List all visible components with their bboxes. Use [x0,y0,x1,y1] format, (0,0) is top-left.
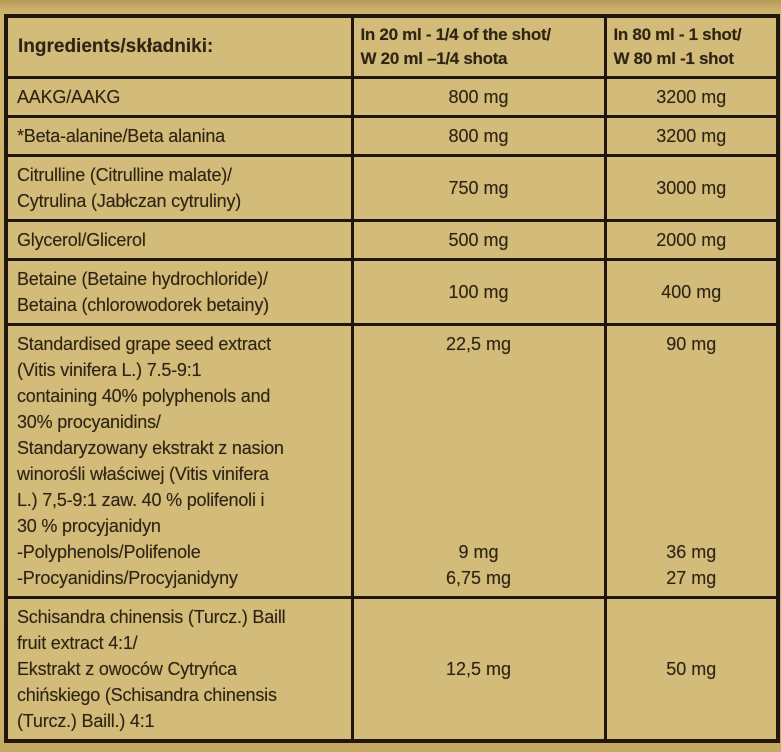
value-cell: 750 mg [350,154,607,222]
ingredients-table: Ingredients/składniki: In 20 ml - 1/4 of… [4,14,780,743]
value-cell: 400 mg [603,258,780,326]
ingredient-line: Betaine (Betaine hydrochloride)/ [17,269,268,289]
ingredient-cell: Betaine (Betaine hydrochloride)/ Betaina … [4,258,354,326]
ingredient-line: chińskiego (Schisandra chinensis [17,685,277,705]
table-row: AAKG/AAKG 800 mg 3200 mg [4,76,780,118]
value-cell: 12,5 mg [350,596,607,743]
ingredient-cell: AAKG/AAKG [4,76,354,118]
ingredient-line: Standardised grape seed extract [17,334,271,354]
header-line: W 80 ml -1 shot [613,49,734,68]
ingredient-line: Ekstrakt z owoców Cytryńca [17,659,237,679]
ingredient-line: (Vitis vinifera L.) 7.5-9:1 [17,360,202,380]
value-sub-group: 36 mg 27 mg [607,539,777,591]
ingredient-cell: Standardised grape seed extract (Vitis vi… [4,323,354,599]
ingredient-cell: Glycerol/Glicerol [4,219,354,261]
value-sub: 9 mg [458,542,499,562]
value-sub-group: 9 mg 6,75 mg [354,539,604,591]
table-row: Standardised grape seed extract (Vitis vi… [4,323,780,599]
value-main: 90 mg [666,334,717,354]
ingredient-cell: *Beta-alanine/Beta alanina [4,115,354,157]
ingredient-line: Glycerol/Glicerol [17,230,146,250]
value-sub: 6,75 mg [445,568,512,588]
ingredient-cell: Schisandra chinensis (Turcz.) Baill fruit… [4,596,354,743]
table-row: Schisandra chinensis (Turcz.) Baill fruit… [4,596,780,743]
ingredient-line: 30 % procyjanidyn [17,516,161,536]
ingredient-line: (Turcz.) Baill.) 4:1 [17,711,155,731]
value-cell: 800 mg [350,76,607,118]
ingredient-line: L.) 7,5-9:1 zaw. 40 % polifenoli i [17,490,265,510]
ingredient-cell: Citrulline (Citrulline malate)/ Cytrulina… [4,154,354,222]
header-col-80ml: In 80 ml - 1 shot/W 80 ml -1 shot [603,14,780,79]
ingredient-line: -Polyphenols/Polifenole [17,542,201,562]
ingredients-tbody: AAKG/AAKG 800 mg 3200 mg *Beta-alanine/Beta… [4,76,780,743]
header-line: W 20 ml –1/4 shota [360,49,508,68]
value-cell: 500 mg [350,219,607,261]
value-cell: 50 mg [603,596,780,743]
table-row: Betaine (Betaine hydrochloride)/ Betaina … [4,258,780,326]
header-line: In 80 ml - 1 shot/ [613,25,742,44]
value-cell: 2000 mg [603,219,780,261]
ingredient-line: -Procyanidins/Procyjanidyny [17,568,238,588]
ingredient-line: *Beta-alanine/Beta alanina [17,126,225,146]
value-cell: 3200 mg [603,115,780,157]
header-line: In 20 ml - 1/4 of the shot/ [360,25,552,44]
value-cell: 3200 mg [603,76,780,118]
header-row: Ingredients/składniki: In 20 ml - 1/4 of… [4,14,780,79]
value-cell: 90 mg 36 mg 27 mg [603,323,780,599]
table-row: *Beta-alanine/Beta alanina 800 mg 3200 mg [4,115,780,157]
ingredient-line: Cytrulina (Jabłczan cytruliny) [17,191,242,211]
table-row: Citrulline (Citrulline malate)/ Cytrulina… [4,154,780,222]
value-cell: 100 mg [350,258,607,326]
value-sub: 27 mg [666,568,717,588]
table-header: Ingredients/składniki: In 20 ml - 1/4 of… [4,14,780,79]
ingredient-line: 30% procyanidins/ [17,412,161,432]
ingredient-line: fruit extract 4:1/ [17,633,138,653]
table-row: Glycerol/Glicerol 500 mg 2000 mg [4,219,780,261]
ingredient-line: AAKG/AAKG [17,87,121,107]
value-cell: 800 mg [350,115,607,157]
header-col-20ml: In 20 ml - 1/4 of the shot/W 20 ml –1/4 … [350,14,607,79]
value-sub: 36 mg [666,542,717,562]
value-cell: 22,5 mg 9 mg 6,75 mg [350,323,607,599]
ingredient-line: Standaryzowany ekstrakt z nasion [17,438,284,458]
ingredient-line: Schisandra chinensis (Turcz.) Baill [17,607,286,627]
ingredient-line: winorośli właściwej (Vitis vinifera [17,464,269,484]
value-cell: 3000 mg [603,154,780,222]
header-ingredients: Ingredients/składniki: [4,14,354,79]
ingredient-line: containing 40% polyphenols and [17,386,271,406]
ingredient-line: Citrulline (Citrulline malate)/ [17,165,232,185]
value-main: 22,5 mg [445,334,512,354]
ingredient-line: Betaina (chlorowodorek betainy) [17,295,269,315]
